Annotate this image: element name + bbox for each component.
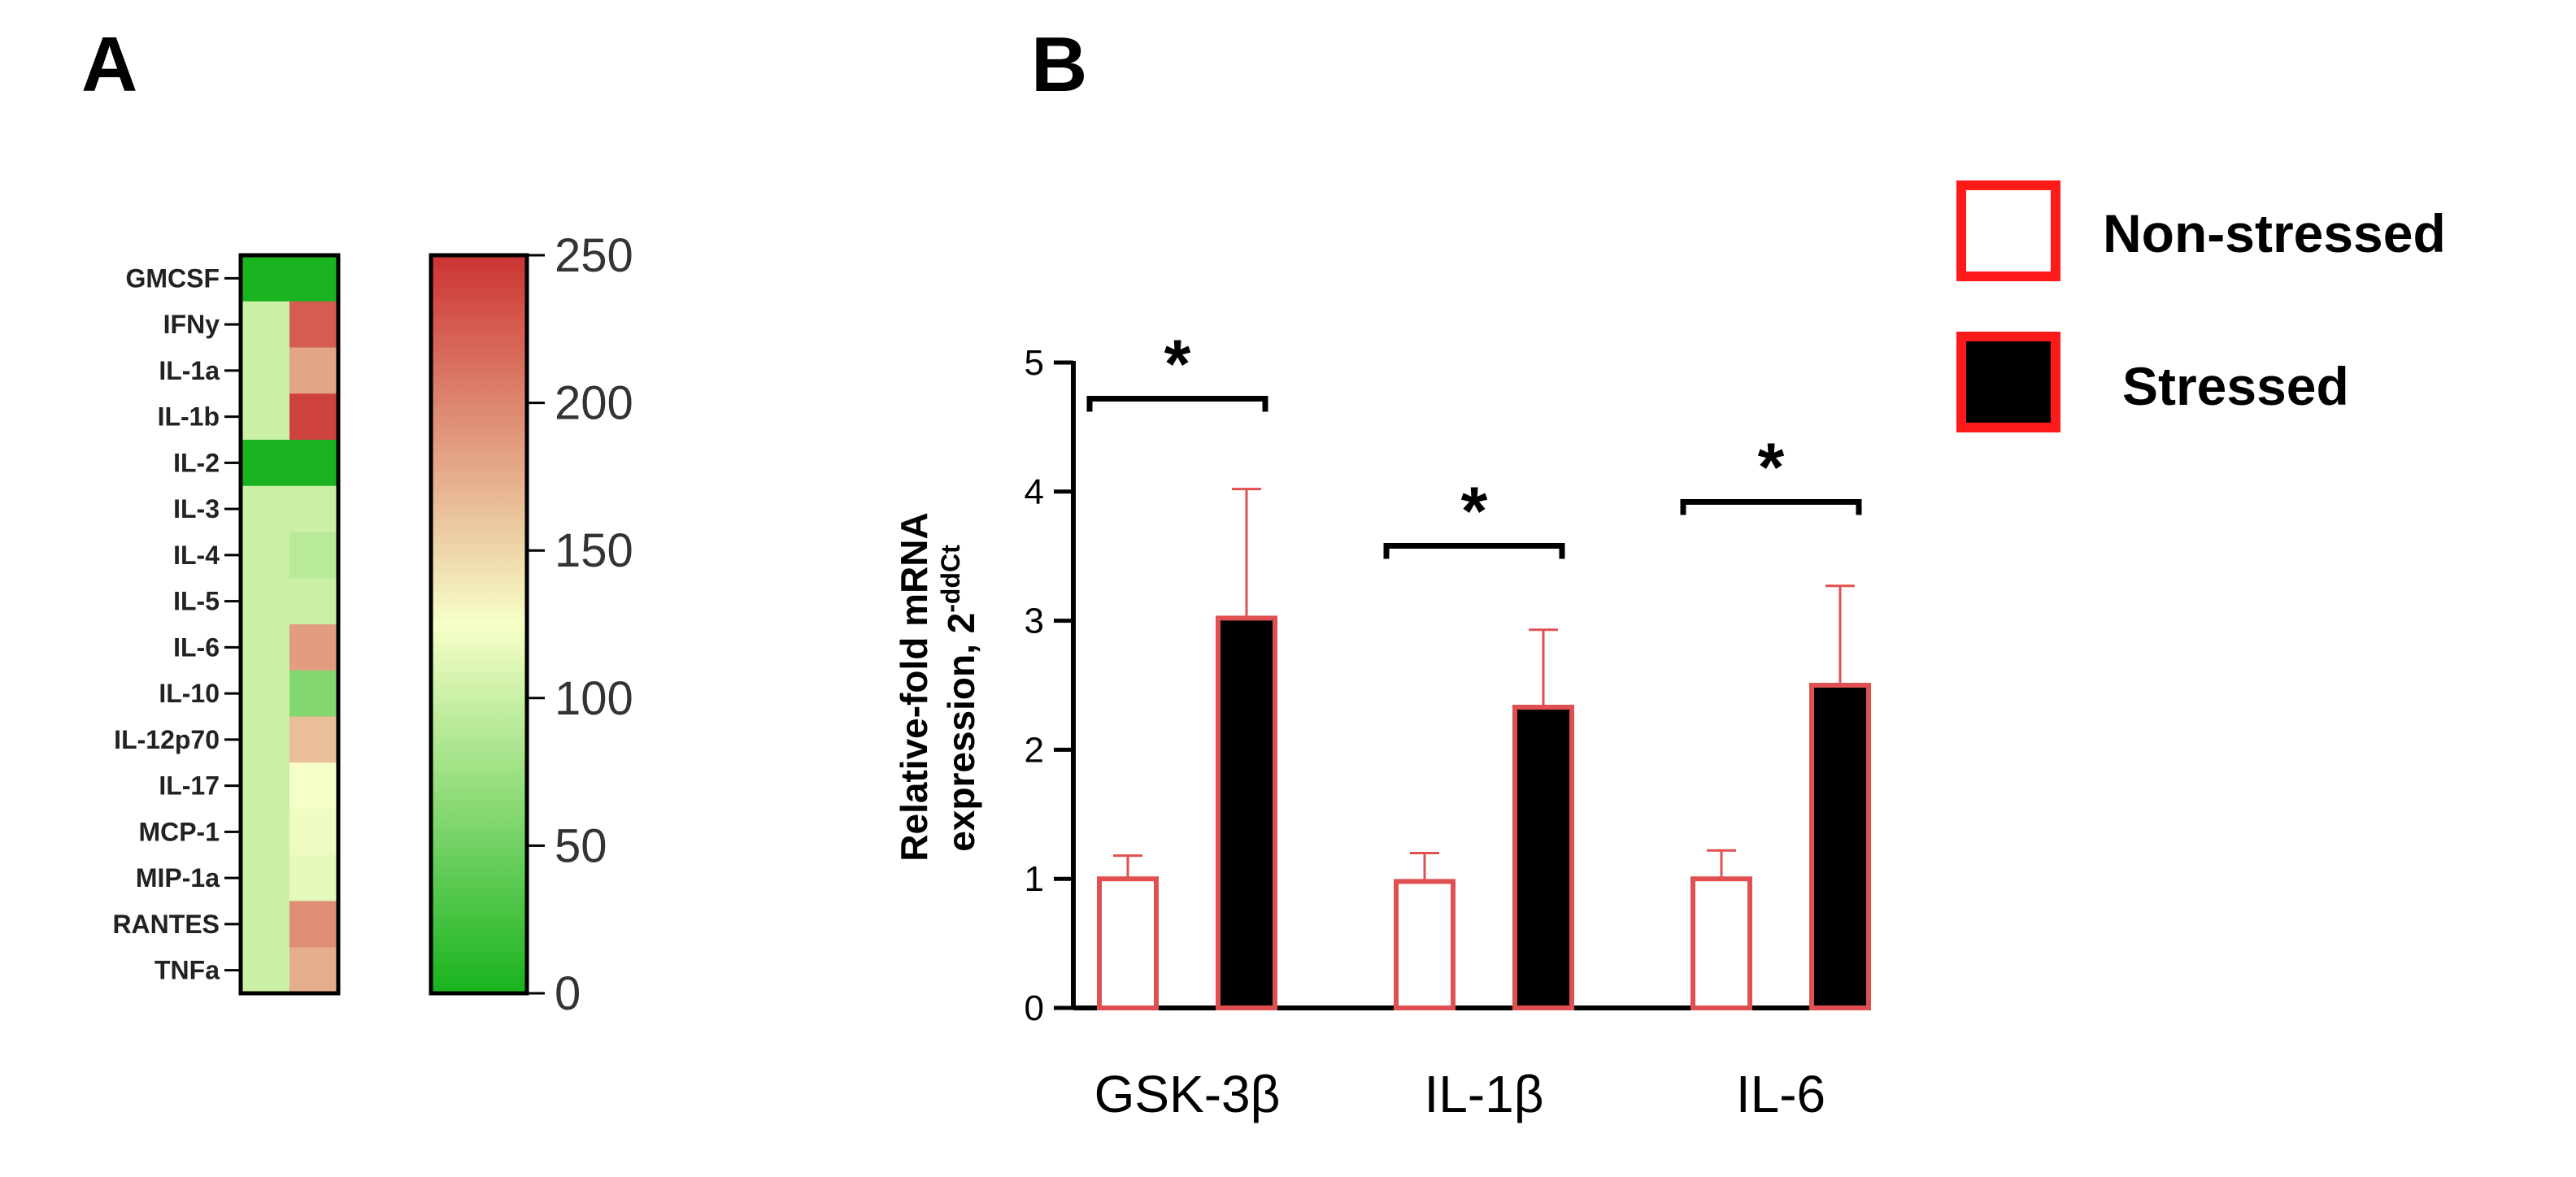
heatmap-cell xyxy=(241,716,290,763)
heatmap-row-label: IL-1a xyxy=(159,356,220,385)
heatmap-row-label: RANTES xyxy=(112,910,220,939)
heatmap-row-label: IL-6 xyxy=(173,632,220,662)
heatmap-cell xyxy=(289,809,339,856)
heatmap-row-label: IL-4 xyxy=(173,541,220,570)
heatmap-row-label: IL-5 xyxy=(173,587,220,616)
bar-chart: 0 1 2 3 4 5 Relative-fold mRNA expression, 2-dd… xyxy=(893,325,1871,1123)
colorbar-tick-label: 200 xyxy=(555,377,633,430)
heatmap-row-label: IL-12p70 xyxy=(114,725,220,754)
y-axis-title-line1: Relative-fold mRNA xyxy=(893,512,935,861)
colorbar-tick-label: 250 xyxy=(555,229,633,282)
heatmap-cell xyxy=(289,854,339,901)
heatmap-row-label: IL-17 xyxy=(159,771,220,801)
category-label: IL-1β xyxy=(1424,1065,1543,1123)
heatmap-row-label: IL-3 xyxy=(173,494,220,523)
bar-non-stressed xyxy=(1394,879,1456,1010)
heatmap-cell xyxy=(289,578,339,625)
heatmap-cell xyxy=(289,301,339,348)
bar-non-stressed xyxy=(1690,876,1752,1010)
heatmap-cell xyxy=(289,440,339,487)
bar-stressed xyxy=(1512,704,1574,1010)
y-tick-label: 5 xyxy=(1025,343,1044,383)
y-axis-title-line2: expression, 2 xyxy=(940,613,982,852)
heatmap-cell xyxy=(289,762,339,810)
y-tick-label: 3 xyxy=(1025,602,1044,641)
heatmap-cell xyxy=(289,947,339,994)
heatmap-cell xyxy=(241,532,290,579)
heatmap-cell xyxy=(289,255,339,302)
colorbar-tick-label: 100 xyxy=(555,672,633,725)
heatmap-cell xyxy=(289,485,339,532)
category-label: IL-6 xyxy=(1736,1065,1825,1123)
heatmap-cell xyxy=(241,393,290,441)
legend: Non-stressed Stressed xyxy=(1956,180,2446,432)
category-label: GSK-3β xyxy=(1094,1065,1281,1123)
legend-swatch-non-stressed xyxy=(1956,180,2060,281)
legend-swatch-stressed xyxy=(1956,332,2060,432)
heatmap-cell xyxy=(289,624,339,671)
heatmap-cell xyxy=(241,809,290,856)
heatmap-cell xyxy=(289,670,339,717)
heatmap-cell xyxy=(241,301,290,348)
heatmap-cell xyxy=(241,347,290,394)
y-tick-label: 4 xyxy=(1025,472,1044,512)
legend-label-stressed: Stressed xyxy=(2122,356,2349,416)
significance-bracket xyxy=(1383,542,1565,559)
heatmap: GMCSF IFNy IL-1a IL-1b IL-2 IL-3 IL-4 IL-5 IL-6 I… xyxy=(112,253,341,996)
y-tick-label: 1 xyxy=(1025,859,1044,899)
y-tick-label: 2 xyxy=(1025,730,1044,770)
significance-bracket xyxy=(1086,395,1268,412)
heatmap-row-label: MCP-1 xyxy=(138,817,220,846)
heatmap-cell xyxy=(289,347,339,394)
colorbar-tick-label: 150 xyxy=(555,524,633,577)
colorbar-tick-label: 50 xyxy=(555,819,607,872)
significance-star: * xyxy=(1461,472,1488,549)
y-axis-title-superscript: -ddCt xyxy=(936,545,965,613)
heatmap-cell xyxy=(289,393,339,441)
legend-label-non-stressed: Non-stressed xyxy=(2103,203,2446,263)
panel-a-label: A xyxy=(81,21,137,108)
heatmap-row-label: IL-10 xyxy=(159,679,220,708)
heatmap-cell xyxy=(241,485,290,532)
heatmap-border xyxy=(238,253,341,996)
y-tick-label: 0 xyxy=(1025,988,1044,1028)
heatmap-cell xyxy=(241,578,290,625)
heatmap-row-label: MIP-1a xyxy=(136,863,220,893)
panel-b-label: B xyxy=(1031,21,1087,108)
heatmap-cell xyxy=(241,670,290,717)
heatmap-cell xyxy=(241,762,290,810)
y-axis-title: Relative-fold mRNA expression, 2-ddCt xyxy=(893,512,982,861)
colorbar-tick-label: 0 xyxy=(555,967,581,1020)
heatmap-cell xyxy=(289,532,339,579)
colorbar-rect xyxy=(429,253,529,996)
heatmap-row-label: IL-1b xyxy=(158,402,220,432)
bar-stressed xyxy=(1216,615,1277,1010)
heatmap-cell xyxy=(241,255,290,302)
heatmap-row-label: GMCSF xyxy=(125,263,220,293)
bar-non-stressed xyxy=(1097,876,1159,1010)
significance-star: * xyxy=(1164,325,1191,402)
heatmap-row-label: TNFa xyxy=(154,956,220,985)
heatmap-cell xyxy=(289,901,339,948)
heatmap-cell xyxy=(241,947,290,994)
heatmap-cell xyxy=(241,624,290,671)
heatmap-cell xyxy=(241,440,290,487)
significance-bracket xyxy=(1680,499,1862,515)
colorbar: 0 50 100 150 200 250 xyxy=(429,229,633,1020)
significance-star: * xyxy=(1758,429,1785,506)
heatmap-row-label: IL-2 xyxy=(173,448,220,477)
heatmap-cell xyxy=(241,901,290,948)
heatmap-row-label: IFNy xyxy=(163,310,220,339)
bar-stressed xyxy=(1809,683,1871,1010)
heatmap-cell xyxy=(241,854,290,901)
heatmap-cell xyxy=(289,716,339,763)
